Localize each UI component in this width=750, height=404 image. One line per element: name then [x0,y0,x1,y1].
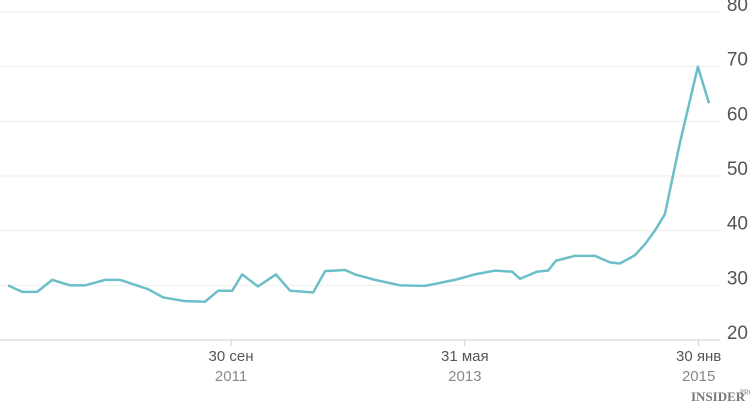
x-tick-year: 2015 [682,368,715,385]
y-tick-label: 30 [727,268,748,289]
x-tick-label: 30 янв [676,348,721,365]
x-tick-year: 2013 [448,368,481,385]
y-tick-label: 60 [727,104,748,125]
x-tick-year: 2011 [215,368,247,385]
y-tick-label: 70 [727,50,748,71]
x-tick-label: 30 сен [209,348,254,365]
x-tick-label: 31 мая [441,348,489,365]
y-tick-label: 20 [727,323,748,344]
watermark: INSIDER [691,389,746,404]
watermark-sup: PRO [740,389,750,397]
line [7,65,711,303]
y-tick-label: 40 [727,214,748,235]
y-tick-label: 80 [727,0,748,16]
y-tick-label: 50 [727,159,748,180]
